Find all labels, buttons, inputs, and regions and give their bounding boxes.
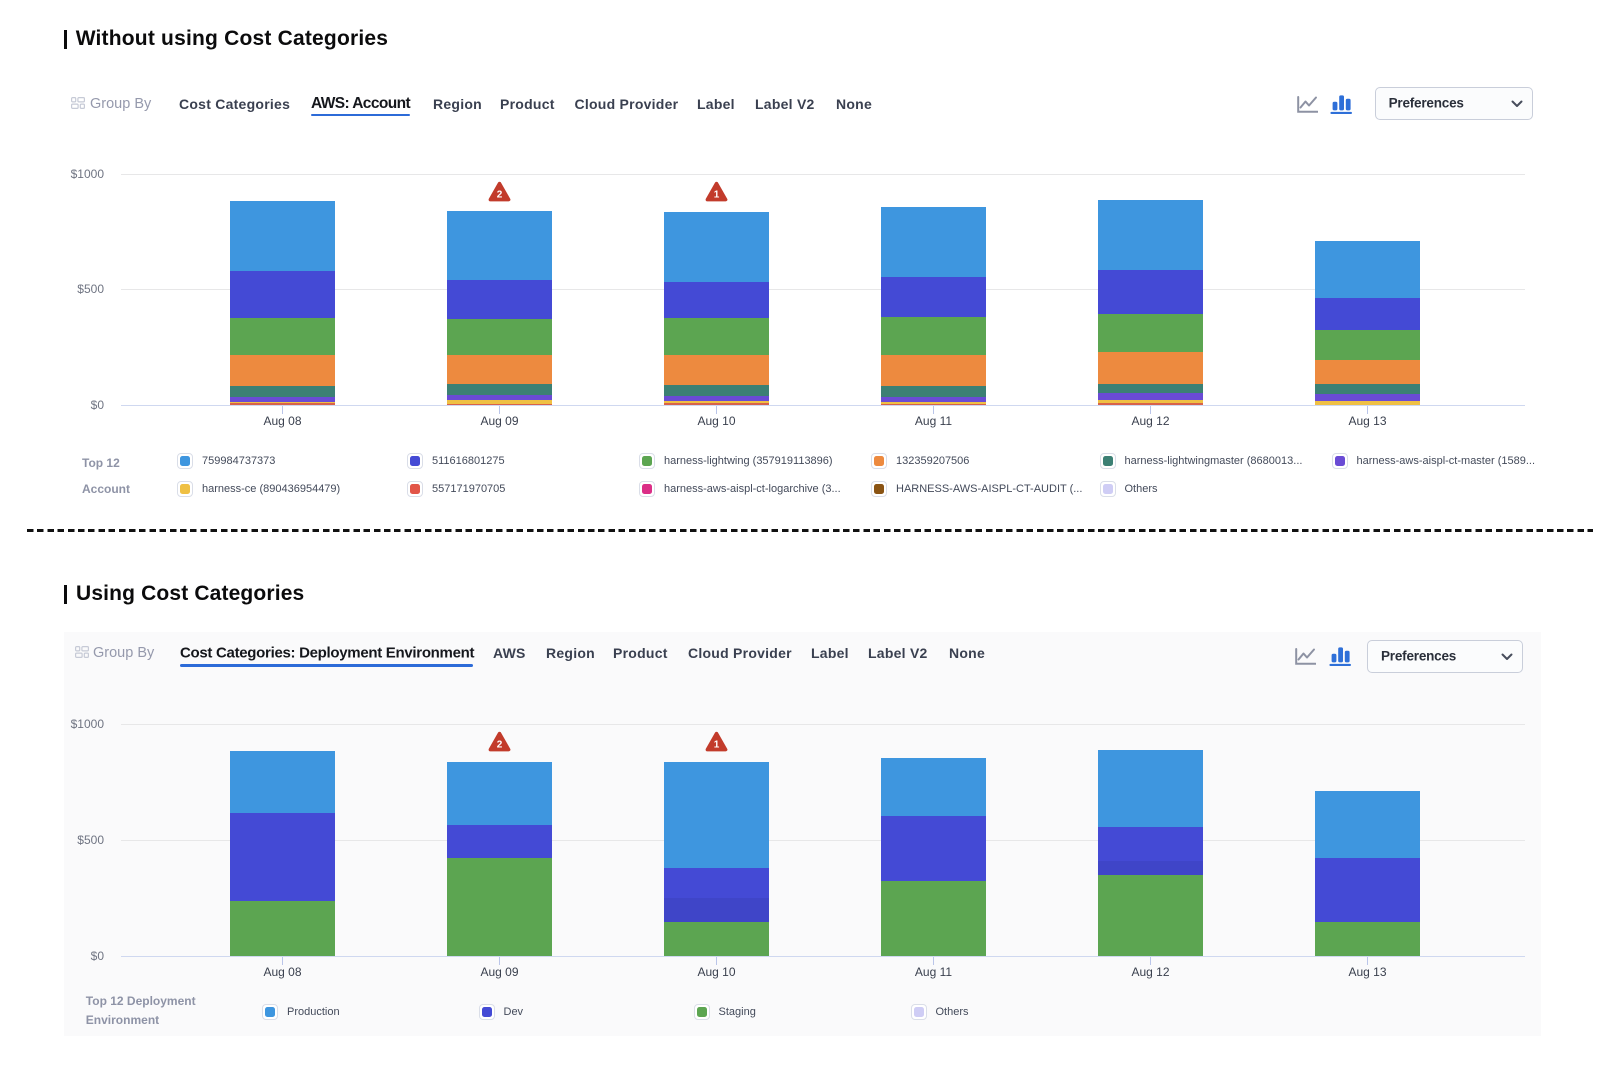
- svg-text:1: 1: [714, 739, 720, 750]
- svg-text:2: 2: [497, 739, 503, 750]
- svg-text:2: 2: [497, 190, 503, 201]
- svg-text:1: 1: [714, 190, 720, 201]
